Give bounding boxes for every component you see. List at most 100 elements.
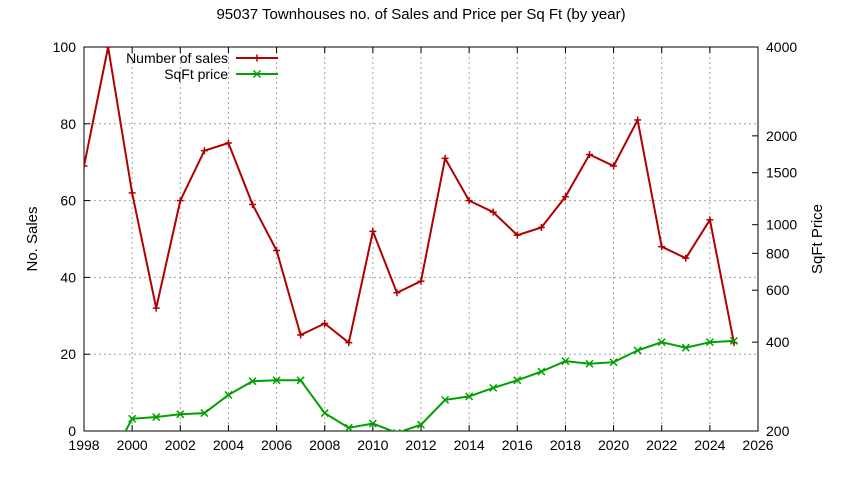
y-tick-label: 60: [60, 193, 76, 209]
data-point: [729, 336, 738, 345]
y2-tick-label: 400: [766, 334, 790, 350]
data-point: [417, 277, 425, 285]
x-tick-label: 2008: [309, 437, 340, 453]
data-point: [369, 227, 377, 235]
data-point: [657, 338, 666, 347]
y-tick-labels: 0 20 40 60 80 100: [53, 39, 77, 439]
data-point: [105, 460, 112, 467]
data-point: [634, 116, 642, 124]
x-tick-label: 2020: [598, 437, 629, 453]
data-point: [176, 197, 184, 205]
data-point: [441, 395, 450, 404]
data-point: [344, 423, 353, 431]
data-point: [610, 162, 618, 170]
y-tick-label: 80: [60, 116, 76, 132]
data-point: [296, 376, 305, 385]
data-point: [273, 247, 281, 255]
data-point: [297, 331, 305, 339]
x-tick-label: 2010: [357, 437, 388, 453]
x-tick-label: 2012: [405, 437, 436, 453]
data-point: [537, 367, 546, 376]
data-point: [152, 413, 161, 422]
data-point: [248, 377, 257, 386]
data-point: [200, 409, 209, 418]
data-point: [609, 358, 618, 367]
data-point: [441, 154, 449, 162]
series-line-2: [124, 339, 734, 431]
data-point: [586, 151, 593, 159]
data-point: [272, 376, 281, 385]
x-tick-label: 2026: [742, 437, 773, 453]
y-tick-label: 40: [60, 269, 76, 285]
x-tick-label: 2018: [550, 437, 581, 453]
data-point: [513, 231, 521, 239]
data-point: [681, 343, 690, 352]
x-tick-label: 2002: [165, 437, 196, 453]
legend-label: SqFt price: [164, 66, 228, 82]
data-point: [320, 409, 329, 418]
grid: [84, 47, 758, 431]
x-tick-label: 2022: [646, 437, 677, 453]
y2-tick-label: 200: [766, 423, 790, 439]
data-point: [84, 162, 88, 170]
data-point: [392, 428, 401, 431]
x-tick-labels: 1998 2000 2002 2004 2006 2008 2010 2012 2014 2016…: [68, 437, 773, 453]
x-tick-label: 1998: [68, 437, 99, 453]
y2-tick-label: 2000: [766, 128, 797, 144]
data-point: [585, 359, 594, 368]
data-point: [152, 304, 160, 312]
x-tick-label: 2024: [694, 437, 725, 453]
data-point: [561, 193, 569, 201]
y2-tick-label: 1500: [766, 165, 797, 181]
data-point: [368, 419, 377, 428]
x-tick-label: 2004: [213, 437, 244, 453]
data-point: [489, 208, 497, 216]
x-tick-label: 2016: [502, 437, 533, 453]
y2-tick-labels: 200 400 600 800 1000 1500 2000 4000: [766, 39, 797, 439]
y2-tick-label: 600: [766, 282, 790, 298]
data-point: [224, 139, 232, 147]
data-point: [465, 392, 474, 401]
data-point: [321, 319, 329, 327]
series-layer: [81, 47, 738, 467]
x-tick-label: 2006: [261, 437, 292, 453]
y2-axis-label: SqFt Price: [809, 204, 826, 274]
data-point: [489, 383, 498, 392]
data-point: [682, 254, 690, 262]
data-point: [345, 339, 353, 347]
legend-label: Number of sales: [126, 50, 228, 66]
y2-tick-label: 800: [766, 245, 790, 261]
data-point: [200, 147, 208, 155]
data-point: [224, 390, 233, 399]
data-point: [176, 410, 185, 419]
data-point: [513, 376, 522, 385]
x-tick-label: 2014: [454, 437, 485, 453]
y-tick-label: 0: [68, 423, 76, 439]
data-point: [249, 200, 256, 208]
data-point: [128, 189, 136, 197]
data-point: [104, 47, 112, 51]
y-axis-label: No. Sales: [24, 206, 41, 271]
tick-marks: [83, 46, 759, 432]
data-point: [416, 420, 426, 429]
y-tick-label: 100: [53, 39, 77, 55]
series-line-1: [84, 47, 735, 345]
data-point: [393, 289, 401, 297]
data-point: [705, 338, 714, 347]
x-tick-label: 2000: [117, 437, 148, 453]
data-point: [561, 357, 570, 366]
data-point: [537, 223, 545, 231]
data-point: [128, 414, 137, 423]
data-point: [633, 346, 642, 355]
data-point: [658, 243, 666, 251]
legend-marker: [252, 69, 262, 79]
y2-tick-label: 1000: [766, 217, 797, 233]
chart-title: 95037 Townhouses no. of Sales and Price …: [216, 6, 625, 23]
y2-tick-label: 4000: [766, 39, 797, 55]
data-point: [706, 216, 714, 224]
data-point: [81, 452, 88, 459]
data-point: [465, 197, 473, 205]
y-tick-label: 20: [60, 346, 76, 362]
